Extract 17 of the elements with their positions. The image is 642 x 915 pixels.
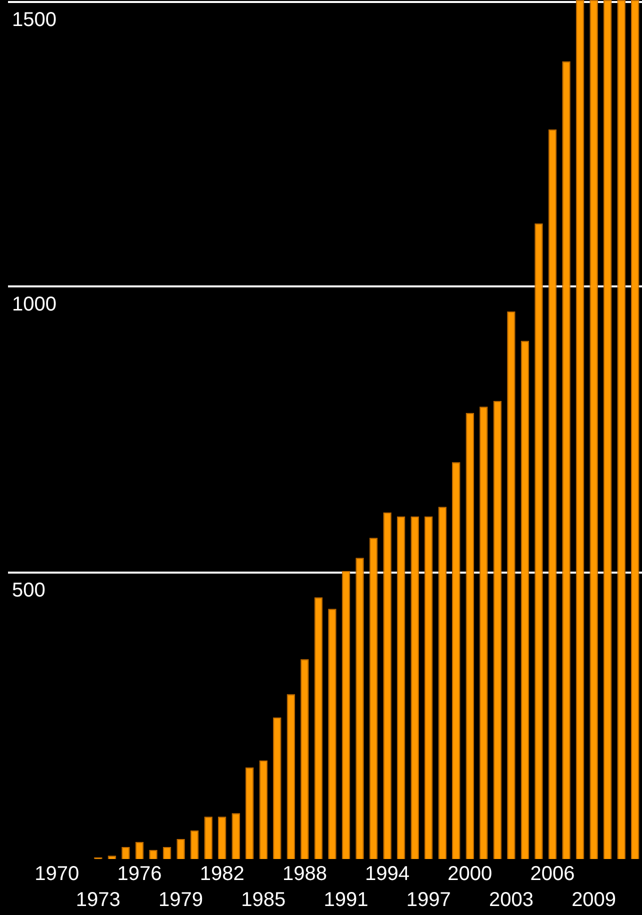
x-tick-label: 1976 [117, 863, 162, 885]
x-tick-label: 1985 [241, 889, 286, 911]
x-tick-label: 1994 [365, 863, 410, 885]
y-tick-label: 1500 [12, 9, 56, 31]
x-tick-label: 1988 [282, 863, 327, 885]
x-tick-label: 1970 [34, 863, 80, 885]
y-tick-label: 500 [12, 580, 46, 602]
x-tick-label: 1979 [158, 889, 204, 911]
x-tick-label: 2009 [572, 889, 616, 911]
x-tick-label: 2006 [530, 863, 575, 885]
y-tick-label: 1000 [12, 293, 56, 316]
x-tick-label: 1973 [76, 889, 120, 911]
x-tick-label: 1991 [324, 889, 368, 911]
x-tick-label: 2000 [448, 863, 492, 885]
x-tick-label: 1997 [406, 889, 451, 911]
x-tick-label: 1982 [200, 863, 244, 885]
x-tick-label: 2003 [488, 889, 534, 911]
